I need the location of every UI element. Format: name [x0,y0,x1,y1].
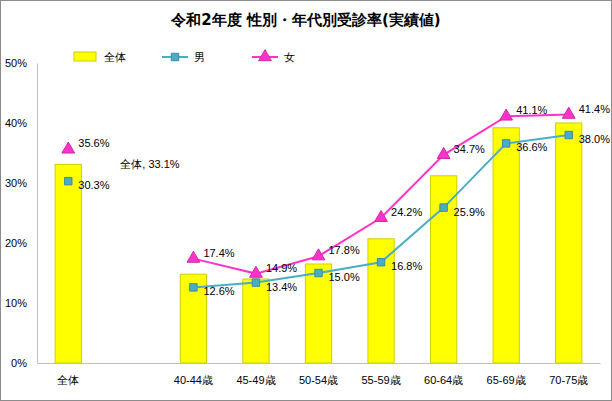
data-label: 24.2% [391,206,422,218]
x-tick-label: 40-44歳 [174,374,213,386]
x-tick-label: 45-49歳 [236,374,275,386]
x-tick-label: 55-59歳 [361,374,400,386]
data-label: 41.1% [516,104,547,116]
chart-title: 令和2年度 性別・年代別受診率(実績値) [170,11,440,29]
y-tick: 50% [5,57,37,69]
marker [190,284,197,291]
bar [55,164,81,363]
legend-item: 全体 [74,51,126,64]
y-tick-label: 10% [5,297,27,309]
data-label: 12.6% [203,285,234,297]
data-label: 17.8% [329,244,360,256]
marker [437,147,450,158]
plot-marks [55,107,582,363]
marker [312,249,325,260]
chart-frame [1,1,612,401]
x-tick-label: 70-75歳 [549,374,588,386]
line [68,115,568,274]
data-label: 35.6% [78,137,109,149]
data-label: 25.9% [454,206,485,218]
y-tick-label: 40% [5,117,27,129]
x-axis: 全体 40-44歳 45-49歳 50-54歳 55-59歳 60-64歳 65-69歳 70… [38,363,601,386]
x-tick-label: 65-69歳 [487,374,526,386]
marker [252,279,259,286]
legend-item: 男 [162,51,205,64]
x-axis-line [38,363,601,364]
data-label: 30.3% [78,179,109,191]
marker [440,204,447,211]
marker [562,107,575,118]
x-tick-label: 50-54歳 [299,374,338,386]
legend-label: 男 [194,51,205,64]
legend-label: 全体 [104,51,126,64]
legend: 全体 男 女 [74,50,295,64]
legend-swatch [74,52,96,61]
bar [368,239,394,363]
data-label: 16.8% [391,260,422,272]
x-tick: 60-64歳 [424,363,463,386]
x-tick: 55-59歳 [361,363,400,386]
data-label: 15.0% [329,271,360,283]
y-tick: 40% [5,117,37,129]
y-tick-label: 20% [5,237,27,249]
legend-label: 女 [284,51,295,64]
x-tick: 40-44歳 [174,363,213,386]
marker [250,266,263,277]
marker [62,142,75,153]
data-label: 38.0% [579,133,610,145]
marker [500,109,513,120]
legend-marker [171,53,178,60]
data-labels: 全体, 33.1% 30.3% 12.6% 13.4% 15.0% 16.8% 25.9% 3… [78,103,610,298]
x-tick: 45-49歳 [236,363,275,386]
marker [187,251,200,262]
data-label: 36.6% [516,141,547,153]
legend-item: 女 [252,50,295,64]
data-label: 14.9% [266,262,297,274]
data-label: 全体, 33.1% [120,158,180,170]
x-tick: 65-69歳 [487,363,526,386]
data-label: 41.4% [579,103,610,115]
y-tick-label: 50% [5,57,27,69]
x-tick: 70-75歳 [549,363,588,386]
y-axis-line [37,64,38,364]
data-label: 13.4% [266,281,297,293]
marker [315,269,322,276]
y-tick: 10% [5,297,37,309]
marker [565,131,572,138]
data-label: 17.4% [203,247,234,259]
y-tick: 0% [11,357,37,369]
x-tick-label: 全体 [57,374,79,386]
x-tick-label: 60-64歳 [424,374,463,386]
marker [502,140,509,147]
marker [375,210,388,221]
marker [377,258,384,265]
x-tick: 全体 [57,363,79,386]
marker [65,177,72,184]
y-tick: 20% [5,237,37,249]
bar [493,128,519,363]
line [68,135,568,287]
x-tick: 50-54歳 [299,363,338,386]
bar [430,176,456,363]
y-tick-label: 30% [5,177,27,189]
y-axis: 0% 10% 20% 30% 40% 50% [5,57,38,369]
y-tick: 30% [5,177,37,189]
chart: 令和2年度 性別・年代別受診率(実績値) 0% 10% 20% 30% 40% 50% 全体 4… [0,0,612,401]
y-tick-label: 0% [11,357,27,369]
data-label: 34.7% [454,143,485,155]
bar [556,123,582,363]
legend-marker [259,50,272,61]
